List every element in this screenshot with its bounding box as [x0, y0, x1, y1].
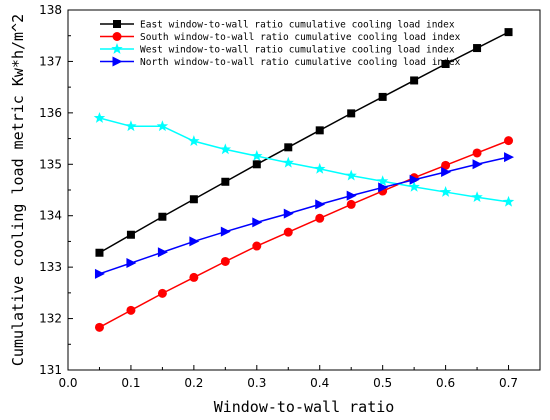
- legend-label: North window-to-wall ratio cumulative co…: [140, 57, 461, 68]
- data-point: [126, 305, 136, 315]
- data-point: [95, 248, 104, 257]
- data-point: [125, 120, 137, 132]
- legend-marker: [111, 43, 123, 54]
- data-point: [220, 226, 231, 237]
- x-tick-label: 0.7: [499, 376, 518, 390]
- x-tick-label: 0.0: [58, 376, 77, 390]
- legend-label: South window-to-wall ratio cumulative co…: [140, 32, 461, 43]
- data-point: [221, 177, 230, 186]
- y-axis-title: Cumulative cooling load metric Kw*h/m^2: [9, 14, 27, 366]
- data-point: [347, 109, 356, 118]
- data-point: [441, 60, 450, 68]
- data-point: [189, 236, 200, 247]
- data-point: [473, 44, 482, 53]
- x-tick-label: 0.4: [310, 376, 329, 390]
- data-point: [93, 112, 106, 123]
- legend-marker: [112, 56, 123, 67]
- data-point: [504, 28, 513, 37]
- data-point: [283, 227, 293, 237]
- data-point: [472, 159, 483, 170]
- data-point: [314, 162, 326, 174]
- data-point: [441, 160, 451, 170]
- y-tick-label: 138: [39, 3, 62, 17]
- data-point: [189, 272, 199, 282]
- data-point: [346, 199, 356, 209]
- data-point: [188, 135, 200, 146]
- data-point: [283, 208, 294, 219]
- data-point: [376, 175, 389, 187]
- data-point: [94, 322, 104, 332]
- legend-marker: [112, 32, 122, 41]
- legend-marker: [113, 20, 121, 28]
- data-point: [157, 288, 167, 298]
- data-point: [126, 230, 135, 239]
- series-2: [93, 112, 515, 207]
- data-point: [472, 148, 482, 158]
- x-tick-label: 0.6: [436, 376, 455, 390]
- series-line: [99, 31, 509, 254]
- data-point: [158, 212, 167, 221]
- axes: 0.0 0.1 0.2 0.3 0.4 0.5 0.6 0.7 131 132 133 134 135 1…: [39, 3, 541, 390]
- data-point: [126, 258, 137, 269]
- series-line: [99, 139, 509, 328]
- data-point: [502, 195, 515, 207]
- series-line: [99, 117, 509, 203]
- data-point: [251, 150, 263, 161]
- data-point: [410, 76, 419, 85]
- y-tick-label: 135: [39, 157, 62, 171]
- legend: East window-to-wall ratio cumulative coo…: [100, 20, 461, 68]
- data-point: [282, 156, 294, 168]
- data-point: [157, 247, 168, 258]
- data-point: [471, 191, 483, 203]
- data-point: [252, 160, 261, 169]
- x-axis-title: Window-to-wall ratio: [214, 398, 395, 416]
- x-tick-label: 0.3: [247, 376, 266, 390]
- data-point: [94, 268, 105, 279]
- data-point: [284, 143, 293, 152]
- series-0: [95, 28, 513, 257]
- data-point: [156, 120, 169, 132]
- data-point: [252, 217, 263, 228]
- data-point: [220, 256, 230, 266]
- data-point: [189, 195, 198, 204]
- data-point: [315, 213, 325, 223]
- series-layer: [93, 28, 515, 332]
- x-tick-label: 0.1: [121, 376, 140, 390]
- data-point: [378, 182, 389, 193]
- data-point: [441, 167, 452, 177]
- data-point: [315, 199, 326, 210]
- y-tick-label: 137: [39, 54, 62, 68]
- series-3: [94, 152, 515, 279]
- data-point: [345, 169, 357, 181]
- y-tick-label: 134: [39, 209, 62, 223]
- x-tick-label: 0.2: [184, 376, 203, 390]
- data-point: [409, 174, 420, 185]
- data-point: [252, 241, 262, 251]
- data-point: [346, 190, 357, 201]
- y-tick-label: 133: [39, 260, 62, 274]
- y-tick-label: 132: [39, 312, 62, 326]
- y-tick-label: 136: [39, 106, 62, 120]
- data-point: [504, 136, 514, 146]
- data-point: [504, 152, 515, 163]
- y-tick-label: 131: [39, 363, 62, 377]
- data-point: [315, 126, 324, 135]
- data-point: [378, 92, 387, 101]
- data-point: [439, 186, 452, 197]
- legend-label: East window-to-wall ratio cumulative coo…: [140, 20, 455, 31]
- data-point: [219, 143, 232, 155]
- x-tick-label: 0.5: [373, 376, 392, 390]
- legend-label: West window-to-wall ratio cumulative coo…: [140, 45, 455, 56]
- series-line: [99, 156, 509, 275]
- data-point: [408, 180, 420, 192]
